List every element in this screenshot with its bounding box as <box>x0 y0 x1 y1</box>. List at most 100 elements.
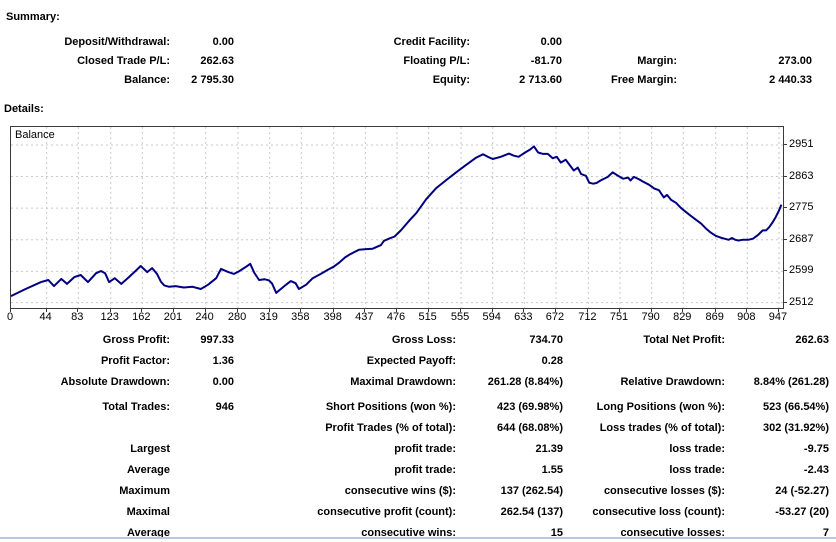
stat-label: Total Trades: <box>102 401 170 413</box>
stat-label: consecutive wins: <box>361 527 456 539</box>
x-tickmark <box>141 309 143 312</box>
y-tickmark <box>784 143 787 145</box>
x-tick-label: 201 <box>163 311 183 323</box>
stat-value: 946 <box>215 401 234 413</box>
x-tick-label: 0 <box>6 311 14 323</box>
stat-value: 1.55 <box>541 464 563 476</box>
stat-label: Relative Drawdown: <box>620 376 725 388</box>
stat-label: Expected Payoff: <box>366 355 456 367</box>
stat-label: Absolute Drawdown: <box>60 376 170 388</box>
x-tickmark <box>460 309 462 312</box>
stat-label: Deposit/Withdrawal: <box>64 36 170 48</box>
x-tick-label: 947 <box>768 311 788 323</box>
details-table: Gross Profit: 997.33 Gross Loss: 734.70 Tota… <box>0 330 829 542</box>
stat-label: Gross Profit: <box>102 334 170 346</box>
x-tick-label: 869 <box>705 311 724 323</box>
stat-label <box>562 33 677 52</box>
stat-value <box>170 502 234 523</box>
x-tickmark <box>714 309 716 312</box>
x-tickmark <box>523 309 525 312</box>
stat-row: Gross Profit: 997.33 Gross Loss: 734.70 Tota… <box>0 330 829 351</box>
stat-row: Balance: 2 795.30 Equity: 2 713.60 Free Marg… <box>0 71 812 90</box>
stat-label <box>563 351 725 372</box>
stat-value: 1.36 <box>212 355 234 367</box>
y-tickmark <box>784 175 787 177</box>
stat-label: consecutive profit (count): <box>317 506 456 518</box>
y-tick-label: 2863 <box>789 169 814 182</box>
stat-value <box>170 481 234 502</box>
stat-value: 997.33 <box>200 334 234 346</box>
stat-value: 0.00 <box>212 376 234 388</box>
x-tick-label: 908 <box>737 311 756 323</box>
x-tickmark <box>109 309 111 312</box>
x-tickmark <box>619 309 620 312</box>
x-tick-label: 476 <box>386 311 406 323</box>
stat-value: 21.39 <box>535 443 563 455</box>
x-tickmark <box>204 309 206 312</box>
x-tickmark <box>427 309 429 312</box>
stat-value <box>170 418 234 439</box>
x-tickmark <box>10 309 11 312</box>
stat-label: Balance: <box>124 74 170 86</box>
x-tickmark <box>777 309 779 312</box>
stat-value: 7 <box>822 527 829 539</box>
stat-value: 2 713.60 <box>519 74 562 86</box>
x-tick-label: 44 <box>39 311 52 323</box>
x-tick-label: 790 <box>641 311 660 323</box>
x-tickmark <box>682 309 684 312</box>
stat-row: Absolute Drawdown: 0.00 Maximal Drawdown: 2… <box>0 372 829 393</box>
stat-value: 523 (66.54%) <box>762 401 829 413</box>
y-tickmark <box>784 207 787 209</box>
stat-label: Average <box>126 527 170 539</box>
y-tickmark <box>784 270 787 272</box>
balance-chart: Balance <box>10 126 784 309</box>
x-tickmark <box>746 309 748 312</box>
x-tick-label: 633 <box>514 311 533 323</box>
stat-label <box>0 418 170 439</box>
y-tick-label: 2599 <box>789 264 814 277</box>
summary-table: Deposit/Withdrawal: 0.00 Credit Facility: 0… <box>0 33 812 90</box>
stat-value: -53.27 (20) <box>775 506 829 518</box>
x-tick-label: 712 <box>578 311 597 323</box>
x-tick-label: 594 <box>482 311 501 323</box>
stat-row: Largest profit trade: 21.39 loss trade: -9.7… <box>0 439 829 460</box>
x-tickmark <box>332 309 334 312</box>
stat-value <box>725 351 829 372</box>
stat-row: Profit Factor: 1.36 Expected Payoff: 0.28 <box>0 351 829 372</box>
x-tick-label: 555 <box>450 311 470 323</box>
stat-row: Maximal consecutive profit (count): 262.54… <box>0 502 829 523</box>
stat-label: profit trade: <box>394 464 456 476</box>
y-tick-label: 2512 <box>789 295 814 308</box>
x-tickmark <box>300 309 302 312</box>
stat-label: Largest <box>130 443 170 455</box>
x-tick-label: 515 <box>418 311 437 323</box>
y-tick-label: 2951 <box>789 137 814 150</box>
stat-label: Equity: <box>432 74 470 86</box>
stat-value: -81.70 <box>530 55 562 67</box>
x-tickmark <box>45 309 47 312</box>
stat-value: 2 440.33 <box>769 74 812 86</box>
stat-label: Floating P/L: <box>403 55 470 67</box>
stat-value: 262.54 (137) <box>500 506 563 518</box>
stat-value <box>677 33 812 52</box>
stat-label: consecutive wins ($): <box>344 485 456 497</box>
stat-value <box>170 460 234 481</box>
x-tickmark <box>396 309 397 312</box>
summary-heading: Summary: <box>6 11 60 23</box>
balance-chart-plot <box>11 127 783 308</box>
x-tick-label: 398 <box>323 311 342 323</box>
stat-value: -2.43 <box>803 464 829 476</box>
stat-label: Gross Loss: <box>391 334 456 346</box>
stat-label: Average <box>126 464 170 476</box>
stat-label: Closed Trade P/L: <box>77 55 170 67</box>
x-tickmark <box>268 309 270 312</box>
x-tickmark <box>554 309 556 312</box>
balance-line <box>11 145 783 297</box>
y-tickmark <box>784 238 787 240</box>
stat-value: 8.84% (261.28) <box>753 376 829 388</box>
x-tick-label: 123 <box>100 311 119 323</box>
stat-label: Margin: <box>637 55 677 67</box>
stat-value <box>170 439 234 460</box>
x-tick-label: 751 <box>609 311 629 323</box>
